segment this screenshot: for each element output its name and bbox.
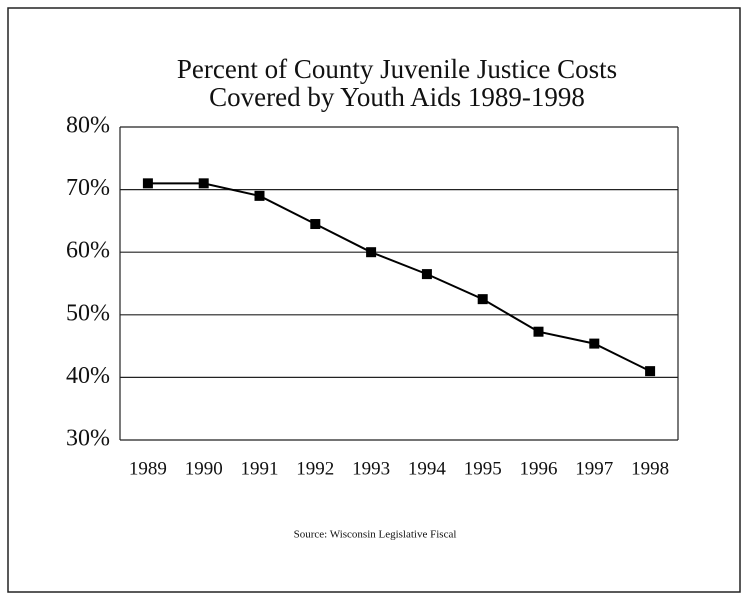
chart-title: Covered by Youth Aids 1989-1998 — [209, 82, 585, 112]
y-tick-label: 40% — [66, 363, 110, 389]
x-tick-label: 1992 — [296, 458, 334, 479]
marker — [254, 190, 265, 201]
marker — [198, 178, 209, 189]
y-tick-label: 30% — [66, 426, 110, 452]
x-tick-label: 1996 — [520, 458, 558, 479]
marker — [421, 269, 432, 280]
marker — [310, 219, 321, 230]
y-tick-label: 60% — [66, 238, 110, 264]
marker — [645, 366, 656, 377]
marker — [589, 338, 600, 349]
x-tick-label: 1994 — [408, 458, 447, 479]
x-tick-label: 1997 — [575, 458, 613, 479]
marker — [533, 326, 544, 337]
y-tick-label: 50% — [66, 300, 110, 326]
x-tick-label: 1990 — [185, 458, 223, 479]
x-tick-label: 1995 — [464, 458, 502, 479]
y-tick-label: 70% — [66, 175, 110, 201]
marker — [142, 178, 153, 189]
x-tick-label: 1998 — [631, 458, 669, 479]
chart-title: Percent of County Juvenile Justice Costs — [177, 54, 617, 84]
x-tick-label: 1989 — [129, 458, 167, 479]
line — [147, 182, 651, 373]
marker — [477, 294, 488, 305]
marker — [366, 247, 377, 258]
x-tick-label: 1991 — [241, 458, 279, 479]
y-tick-label: 80% — [66, 113, 110, 139]
x-tick-label: 1993 — [352, 458, 390, 479]
frame — [7, 7, 741, 593]
source-note: Source: Wisconsin Legislative Fiscal — [294, 529, 457, 541]
